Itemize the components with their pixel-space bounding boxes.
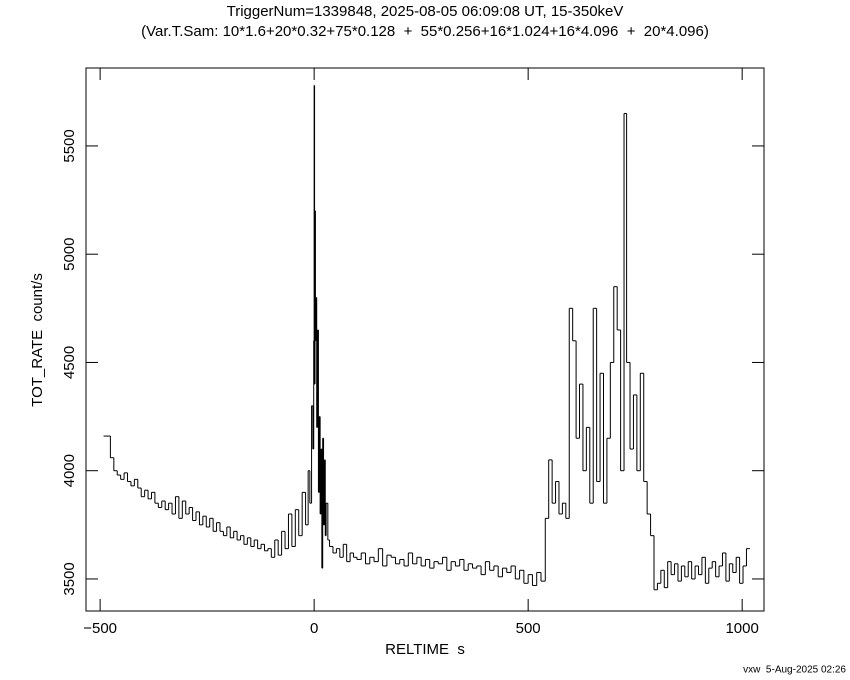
y-tick-label: 3500 (61, 562, 78, 595)
footer: vxw 5-Aug-2025 02:26 (743, 665, 846, 676)
x-tick-label: −500 (83, 620, 117, 637)
y-tick-label: 4000 (61, 454, 78, 487)
y-axis-label: TOT_RATE count/s (29, 273, 46, 407)
y-tick-label: 5500 (61, 129, 78, 162)
chart-title: TriggerNum=1339848, 2025-08-05 06:09:08 … (227, 3, 624, 20)
x-tick-label: 500 (516, 620, 541, 637)
step-riser (109, 85, 747, 590)
x-tick-label: 1000 (725, 620, 758, 637)
y-tick-label: 4500 (61, 346, 78, 379)
chart-subtitle: (Var.T.Sam: 10*1.6+20*0.32+75*0.128 + 55… (141, 23, 709, 40)
x-axis-label: RELTIME s (385, 641, 465, 658)
x-tick-label: 0 (310, 620, 318, 637)
plot-frame (85, 67, 765, 612)
y-tick-label: 5000 (61, 238, 78, 271)
